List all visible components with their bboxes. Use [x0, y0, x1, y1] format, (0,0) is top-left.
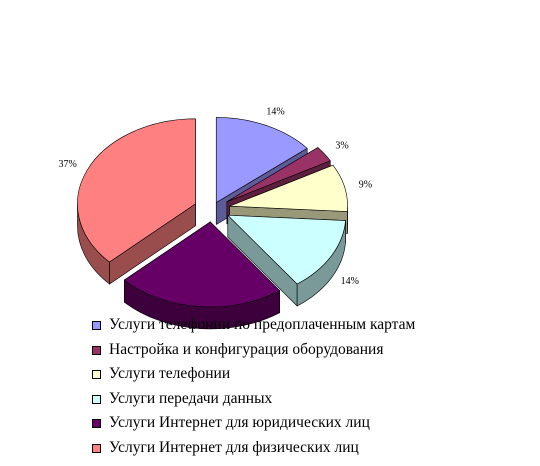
legend-swatch: [92, 443, 101, 453]
legend-swatch: [92, 370, 101, 379]
pie-label-2: 3%: [335, 140, 348, 151]
legend-swatch: [92, 394, 101, 404]
legend-label: Настройка и конфигурация оборудования: [109, 340, 384, 358]
legend-label: Услуги Интернет для юридических лиц: [109, 414, 370, 431]
pie-slice-6: [77, 118, 196, 285]
legend-label: Услуги телефонии: [109, 365, 231, 382]
legend-swatch: [92, 321, 101, 330]
pie-label-6: 37%: [59, 159, 77, 170]
legend-label: Услуги Интернет для физических лиц: [109, 438, 359, 456]
pie-label-1: 14%: [266, 107, 284, 118]
pie-slice-4: [227, 214, 346, 307]
pie-slice-5: [123, 221, 281, 330]
pie-label-3: 9%: [359, 179, 372, 190]
pie-label-4: 14%: [341, 276, 359, 287]
legend-label: Услуги передачи данных: [109, 389, 273, 407]
legend-swatch: [92, 419, 101, 428]
legend-swatch: [92, 345, 101, 355]
legend-label: Услуги телефонии по предоплаченным карта…: [109, 316, 416, 333]
